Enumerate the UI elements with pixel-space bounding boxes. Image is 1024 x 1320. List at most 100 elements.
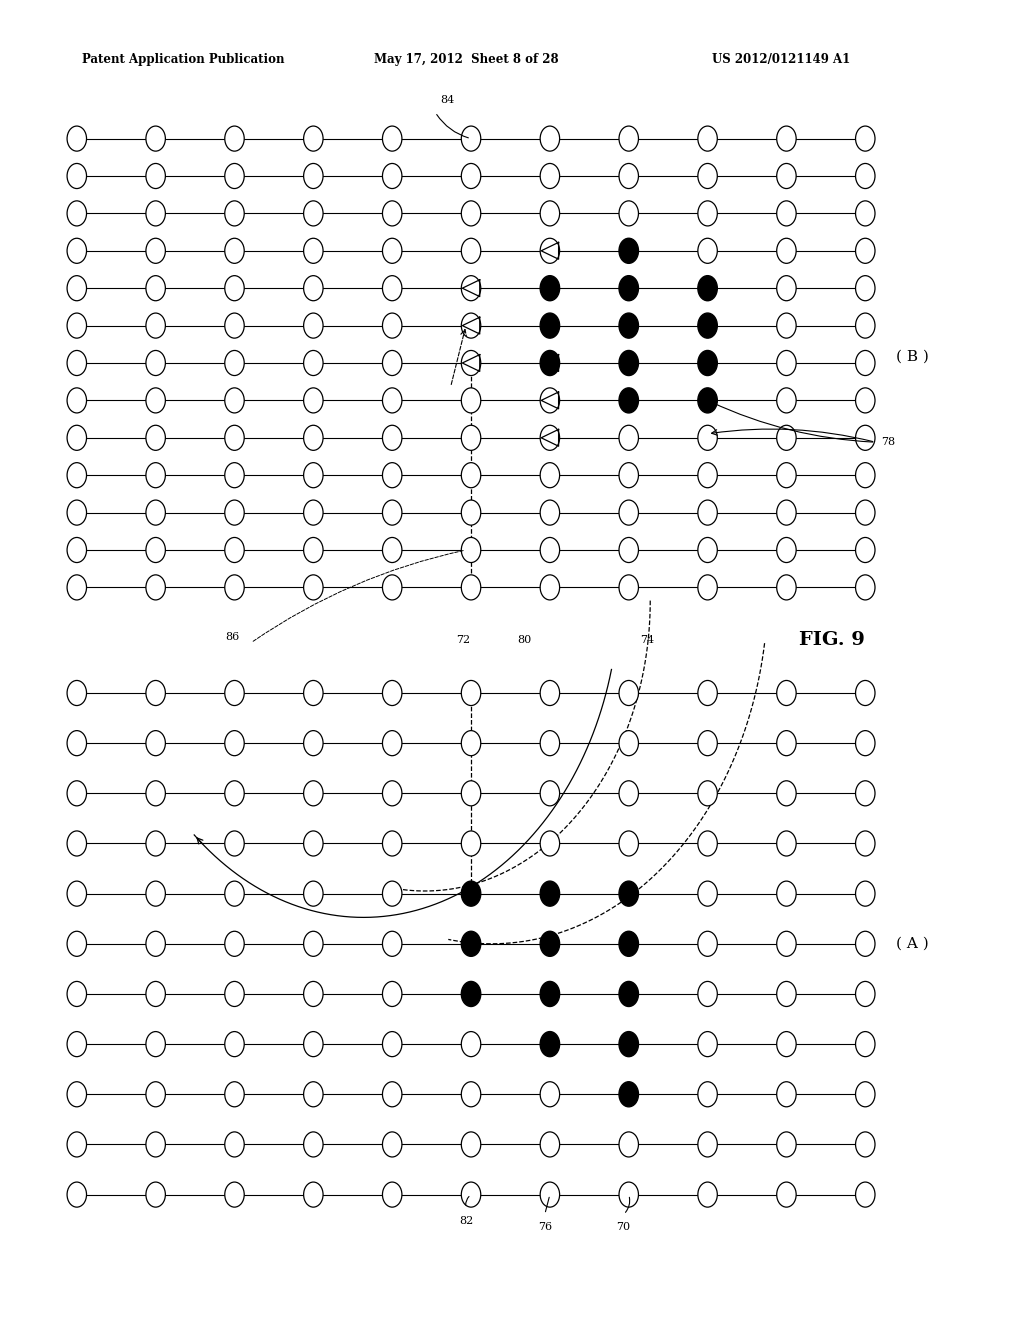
Circle shape (68, 982, 86, 1006)
Circle shape (224, 201, 244, 226)
Circle shape (461, 125, 481, 150)
Circle shape (383, 1032, 402, 1057)
Circle shape (698, 425, 717, 450)
Text: 82: 82 (459, 1216, 473, 1226)
Circle shape (856, 388, 874, 413)
Circle shape (224, 1032, 244, 1057)
Circle shape (145, 832, 166, 857)
Circle shape (145, 388, 166, 413)
Circle shape (145, 201, 166, 226)
Circle shape (383, 1183, 402, 1206)
Circle shape (698, 125, 717, 150)
Circle shape (856, 832, 874, 857)
Circle shape (303, 1183, 324, 1206)
Circle shape (856, 462, 874, 487)
Circle shape (776, 537, 796, 562)
Circle shape (145, 276, 166, 301)
Circle shape (303, 313, 324, 338)
Circle shape (303, 832, 324, 857)
Circle shape (145, 681, 166, 705)
Circle shape (856, 350, 874, 375)
Circle shape (145, 982, 166, 1006)
Circle shape (776, 781, 796, 805)
Circle shape (776, 313, 796, 338)
Circle shape (698, 350, 717, 375)
Text: 78: 78 (881, 437, 895, 447)
Circle shape (303, 201, 324, 226)
Circle shape (698, 832, 717, 857)
Circle shape (68, 164, 86, 189)
Circle shape (383, 164, 402, 189)
Circle shape (461, 1133, 481, 1156)
Circle shape (383, 350, 402, 375)
Circle shape (68, 832, 86, 857)
Circle shape (461, 932, 481, 956)
Circle shape (461, 781, 481, 805)
Circle shape (540, 238, 559, 263)
Circle shape (383, 731, 402, 755)
Circle shape (68, 462, 86, 487)
Circle shape (68, 350, 86, 375)
Circle shape (698, 1133, 717, 1156)
Circle shape (303, 537, 324, 562)
Circle shape (698, 681, 717, 705)
Circle shape (698, 576, 717, 599)
Circle shape (224, 276, 244, 301)
Circle shape (856, 882, 874, 907)
Circle shape (540, 731, 559, 755)
Circle shape (698, 276, 717, 301)
Circle shape (540, 276, 559, 301)
Circle shape (303, 500, 324, 525)
Circle shape (776, 425, 796, 450)
Circle shape (383, 882, 402, 907)
Circle shape (383, 462, 402, 487)
Circle shape (224, 982, 244, 1006)
Circle shape (540, 537, 559, 562)
Circle shape (68, 1183, 86, 1206)
Circle shape (776, 576, 796, 599)
Text: 80: 80 (517, 635, 531, 645)
Circle shape (698, 731, 717, 755)
Circle shape (461, 1032, 481, 1057)
Circle shape (224, 681, 244, 705)
Circle shape (303, 238, 324, 263)
Circle shape (383, 388, 402, 413)
Circle shape (383, 500, 402, 525)
Circle shape (540, 425, 559, 450)
Circle shape (303, 1032, 324, 1057)
Circle shape (776, 238, 796, 263)
Circle shape (224, 388, 244, 413)
Circle shape (698, 164, 717, 189)
Circle shape (68, 238, 86, 263)
Circle shape (461, 982, 481, 1006)
Circle shape (856, 576, 874, 599)
Circle shape (461, 1082, 481, 1106)
Circle shape (383, 576, 402, 599)
Circle shape (698, 500, 717, 525)
Circle shape (145, 350, 166, 375)
Circle shape (303, 276, 324, 301)
Circle shape (224, 164, 244, 189)
Circle shape (145, 731, 166, 755)
Circle shape (698, 932, 717, 956)
Circle shape (618, 932, 639, 956)
Circle shape (618, 537, 639, 562)
Circle shape (145, 576, 166, 599)
Circle shape (540, 982, 559, 1006)
Circle shape (618, 201, 639, 226)
Circle shape (856, 932, 874, 956)
Circle shape (68, 125, 86, 150)
Circle shape (145, 781, 166, 805)
Circle shape (856, 238, 874, 263)
Circle shape (856, 313, 874, 338)
Circle shape (776, 350, 796, 375)
Circle shape (383, 832, 402, 857)
Circle shape (303, 731, 324, 755)
Text: ( B ): ( B ) (896, 350, 929, 363)
Circle shape (224, 832, 244, 857)
Circle shape (224, 1133, 244, 1156)
Circle shape (224, 313, 244, 338)
Circle shape (540, 576, 559, 599)
Circle shape (145, 932, 166, 956)
Text: 74: 74 (640, 635, 654, 645)
